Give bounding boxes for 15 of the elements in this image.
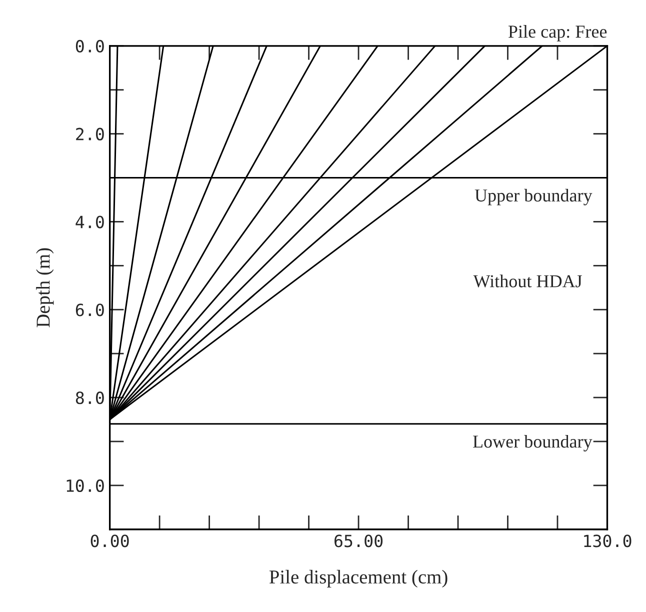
x-tick-label: 130.0 xyxy=(584,534,632,548)
x-tick-label: 65.00 xyxy=(334,534,383,548)
y-tick-label: 8.0 xyxy=(76,392,104,404)
ref-line-label: Lower boundary xyxy=(473,435,592,452)
annotation: Without HDAJ xyxy=(473,274,582,288)
x-tick-label: 0.00 xyxy=(90,534,129,548)
y-tick-label: 6.0 xyxy=(76,304,104,316)
y-tick-label: 4.0 xyxy=(76,216,104,228)
chart-title: Pile cap: Free xyxy=(508,25,607,42)
y-axis-title: Depth (m) xyxy=(36,248,54,328)
ref-line-label: Upper boundary xyxy=(474,188,592,206)
y-tick-label: 0.0 xyxy=(76,40,104,53)
x-axis-title: Pile displacement (cm) xyxy=(269,570,448,588)
y-tick-label: 10.0 xyxy=(66,479,104,492)
y-tick-label: 2.0 xyxy=(76,128,104,140)
